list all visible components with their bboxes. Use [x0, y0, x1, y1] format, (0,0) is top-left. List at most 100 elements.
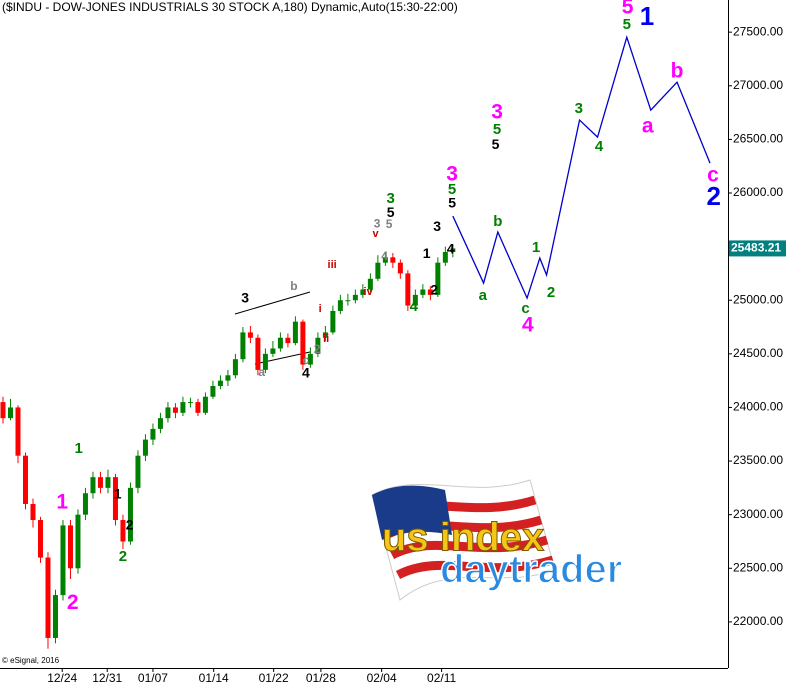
wave-label: 5 — [448, 181, 456, 198]
y-tick-label: 23500.00 — [733, 453, 783, 467]
candle-body — [180, 402, 186, 413]
candle-body — [337, 300, 343, 311]
candle-body — [255, 337, 261, 370]
wave-label: 3 — [446, 163, 458, 186]
wave-label: 1 — [75, 440, 83, 457]
candle-body — [300, 321, 306, 365]
flag-stripes — [377, 495, 555, 580]
wave-label: i — [319, 303, 322, 315]
candle-body — [90, 477, 96, 494]
wave-label: 5 — [492, 136, 500, 152]
wave-label: 3 — [491, 101, 503, 124]
candle-body — [315, 337, 321, 354]
wave-label: v — [373, 228, 380, 240]
candle-body — [202, 396, 208, 413]
candle-body — [352, 294, 358, 301]
candle-body — [135, 455, 141, 488]
candle-body — [150, 428, 156, 440]
flag-canton — [372, 485, 452, 540]
candle-body — [157, 418, 163, 429]
wave-label: c — [303, 353, 310, 367]
wave-label: 4 — [447, 241, 455, 257]
candle-body — [270, 348, 276, 354]
candle-body — [435, 262, 441, 295]
logo-text: daytrader — [440, 548, 622, 592]
wave-label: c — [707, 164, 719, 187]
candle-body — [97, 477, 103, 488]
last-price-box — [729, 240, 786, 257]
candle-body — [127, 487, 133, 542]
candle-body — [112, 477, 118, 521]
candle-body — [367, 278, 373, 290]
candle-body — [195, 402, 201, 413]
candle-body — [105, 477, 111, 488]
wave-label: c — [521, 300, 529, 317]
wave-label: 5 — [622, 0, 634, 19]
candle-body — [45, 557, 51, 638]
x-tick-label: 01/14 — [199, 671, 229, 685]
wave-label: 3 — [241, 290, 249, 306]
candle-body — [7, 407, 13, 419]
wave-label: 4 — [522, 314, 534, 337]
copyright: © eSignal, 2016 — [2, 656, 60, 665]
candle-body — [405, 273, 411, 306]
y-tick-label: 27500.00 — [733, 24, 783, 38]
y-tick-label: 24500.00 — [733, 346, 783, 360]
candle-body — [120, 520, 126, 542]
wave-label: 4 — [410, 298, 419, 315]
candle-body — [412, 294, 418, 306]
candle-body — [67, 525, 73, 569]
y-tick-label: 24000.00 — [733, 400, 783, 414]
x-tick-label: 02/04 — [367, 671, 397, 685]
candle-body — [382, 257, 388, 263]
projection-line — [452, 35, 711, 300]
wave-label: 3 — [575, 100, 583, 117]
candle-body — [37, 520, 43, 558]
candle-body — [292, 321, 298, 344]
candle-body — [75, 514, 81, 569]
trendline — [234, 291, 311, 315]
wave-label: a — [642, 115, 654, 138]
wave-label: b — [290, 279, 297, 293]
x-tick-label: 01/07 — [138, 671, 168, 685]
wave-label: b — [671, 60, 684, 83]
logo: us index daytrader — [371, 479, 623, 601]
candle-body — [247, 332, 253, 338]
candle-body — [15, 407, 21, 456]
wave-label: 3 — [433, 218, 441, 234]
wave-label: 1 — [532, 239, 540, 256]
wave-label: 5 — [386, 217, 393, 231]
candle-body — [450, 248, 456, 252]
wave-label: b — [493, 213, 502, 230]
wave-label: 5 — [387, 204, 395, 220]
wave-label: iii — [328, 259, 337, 271]
wave-label: 3 — [386, 190, 394, 207]
wave-label: 5 — [623, 16, 631, 33]
wave-label: iv — [364, 286, 374, 298]
wave-label: 4 — [302, 365, 310, 381]
last-price-label: 25483.21 — [731, 241, 781, 255]
y-tick-label: 22500.00 — [733, 560, 783, 574]
y-tick-label: 26500.00 — [733, 132, 783, 146]
candle-body — [217, 380, 223, 387]
candle-body — [172, 407, 178, 413]
wave-label: 1 — [56, 490, 68, 513]
wave-label: a — [258, 365, 265, 379]
wave-label: 4 — [381, 249, 388, 263]
wave-label: 2 — [430, 282, 438, 298]
candle-body — [277, 337, 283, 349]
logo-text: us index — [382, 516, 544, 560]
candle-body — [375, 262, 381, 279]
candle-body — [322, 332, 328, 338]
wave-label: 1 — [114, 486, 122, 502]
wave-label: 5 — [448, 195, 456, 211]
x-tick-label: 01/22 — [259, 671, 289, 685]
wave-label: 1 — [640, 1, 654, 31]
wave-label: 2 — [67, 591, 79, 614]
wave-label: a — [479, 287, 488, 304]
candle-body — [30, 503, 36, 521]
candle-body — [442, 251, 448, 263]
